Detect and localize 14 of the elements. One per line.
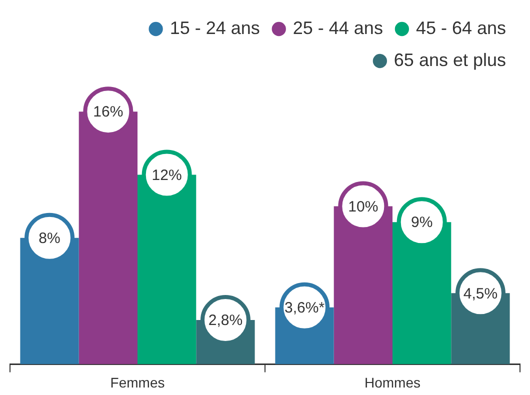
data-label: 16% <box>93 104 124 121</box>
data-label: 2,8% <box>208 312 243 330</box>
data-label: 3,6%* <box>284 300 325 316</box>
data-label: 8% <box>38 230 60 248</box>
data-label: 4,5% <box>463 285 498 302</box>
legend-label: 15 - 24 ans <box>170 18 260 38</box>
data-label: 10% <box>348 198 378 216</box>
x-tick-label: Hommes <box>364 374 421 390</box>
data-label: 9% <box>410 214 433 232</box>
data-label: 12% <box>152 166 182 184</box>
legend-label: 65 ans et plus <box>394 50 506 70</box>
legend-label: 25 - 44 ans <box>292 18 383 38</box>
x-tick-label: Femmes <box>110 374 165 390</box>
legend-label: 45 - 64 ans <box>416 18 506 38</box>
